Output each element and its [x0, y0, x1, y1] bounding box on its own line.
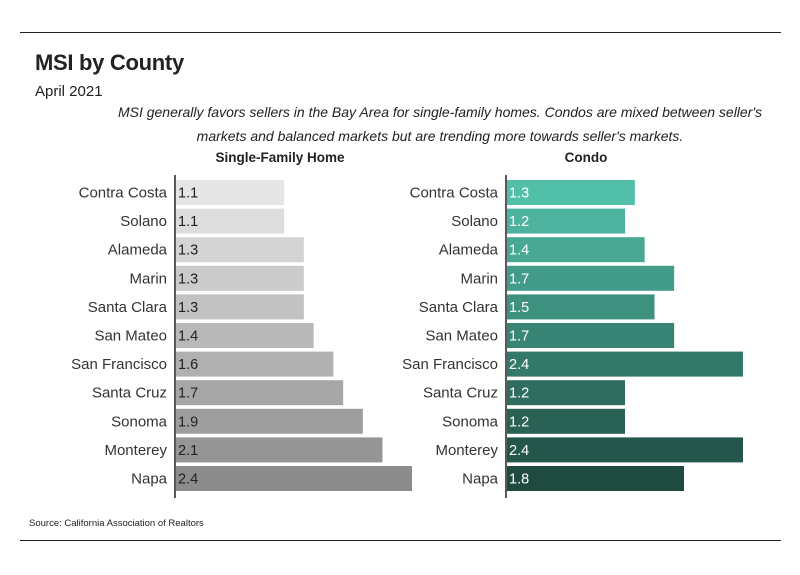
sfh-bar: [176, 380, 344, 406]
condo-value-label: 1.2: [509, 386, 529, 402]
sfh-value-label: 1.9: [178, 414, 198, 430]
source-note: Source: California Association of Realto…: [29, 518, 204, 529]
sfh-bar: [176, 351, 334, 377]
condo-value-label: 1.8: [509, 472, 529, 488]
sfh-category-label: Santa Cruz: [92, 385, 167, 402]
condo-category-label: Marin: [460, 270, 498, 287]
condo-bar: [507, 351, 743, 377]
condo-category-label: San Mateo: [425, 328, 498, 345]
condo-bar: [507, 437, 743, 463]
condo-category-label: Solano: [451, 213, 498, 230]
sfh-category-label: Monterey: [104, 442, 167, 459]
condo-category-label: Monterey: [435, 442, 498, 459]
sfh-bar: [176, 466, 412, 491]
sfh-bar: [176, 208, 285, 234]
sfh-bar: [176, 265, 304, 291]
condo-value-label: 1.4: [509, 243, 529, 259]
sfh-value-label: 1.3: [178, 243, 198, 259]
sfh-value-label: 1.3: [178, 271, 198, 287]
sfh-category-label: Solano: [120, 213, 167, 230]
condo-value-label: 1.3: [509, 186, 529, 202]
sfh-category-label: Santa Clara: [88, 299, 168, 316]
sfh-value-label: 1.6: [178, 357, 198, 373]
single-family-chart: Contra Costa 1.1 Solano 1.1 Alameda 1.3 Marin 1…: [71, 175, 412, 498]
panel-title-single-family: Single-Family Home: [215, 150, 345, 165]
condo-category-label: Santa Clara: [419, 299, 499, 316]
condo-category-label: San Francisco: [402, 356, 498, 373]
sfh-category-label: San Mateo: [94, 328, 167, 345]
condo-category-label: Santa Cruz: [423, 385, 498, 402]
condo-value-label: 2.4: [509, 357, 529, 373]
sfh-bar: [176, 294, 304, 320]
condo-bar: [507, 208, 625, 234]
chart-subtitle: April 2021: [35, 83, 103, 100]
condo-category-label: Contra Costa: [410, 185, 499, 202]
sfh-bar: [176, 408, 363, 434]
condo-bar: [507, 408, 625, 434]
condo-bar: [507, 323, 675, 348]
condo-bar: [507, 380, 625, 406]
sfh-category-label: Contra Costa: [79, 185, 168, 202]
chart-title: MSI by County: [35, 50, 184, 75]
chart-description: MSI generally favors sellers in the Bay …: [117, 104, 763, 144]
condo-value-label: 1.7: [509, 329, 529, 345]
condo-value-label: 1.7: [509, 271, 529, 287]
sfh-bar: [176, 180, 285, 205]
top-rule: [20, 32, 781, 33]
sfh-bar: [176, 237, 304, 263]
sfh-bar: [176, 323, 314, 348]
sfh-value-label: 1.3: [178, 300, 198, 316]
sfh-value-label: 2.1: [178, 443, 198, 459]
bottom-rule: [20, 540, 781, 541]
sfh-category-label: Alameda: [108, 242, 168, 259]
condo-bar: [507, 180, 635, 205]
sfh-value-label: 1.1: [178, 186, 198, 202]
condo-value-label: 1.5: [509, 300, 529, 316]
sfh-category-label: Marin: [129, 270, 167, 287]
condo-bar: [507, 294, 655, 320]
sfh-category-label: Napa: [131, 471, 168, 488]
condo-category-label: Sonoma: [442, 413, 499, 430]
panel-title-condo: Condo: [564, 150, 608, 165]
condo-value-label: 1.2: [509, 414, 529, 430]
condo-category-label: Napa: [462, 471, 499, 488]
sfh-category-label: Sonoma: [111, 413, 168, 430]
sfh-value-label: 2.4: [178, 472, 198, 488]
condo-value-label: 2.4: [509, 443, 529, 459]
condo-bar: [507, 237, 645, 263]
sfh-value-label: 1.7: [178, 386, 198, 402]
sfh-value-label: 1.1: [178, 214, 198, 230]
condo-chart: Contra Costa 1.3 Solano 1.2 Alameda 1.4 Marin 1…: [402, 175, 743, 498]
sfh-value-label: 1.4: [178, 329, 198, 345]
condo-category-label: Alameda: [439, 242, 499, 259]
condo-value-label: 1.2: [509, 214, 529, 230]
condo-bar: [507, 466, 684, 491]
sfh-bar: [176, 437, 383, 463]
sfh-category-label: San Francisco: [71, 356, 167, 373]
condo-bar: [507, 265, 675, 291]
